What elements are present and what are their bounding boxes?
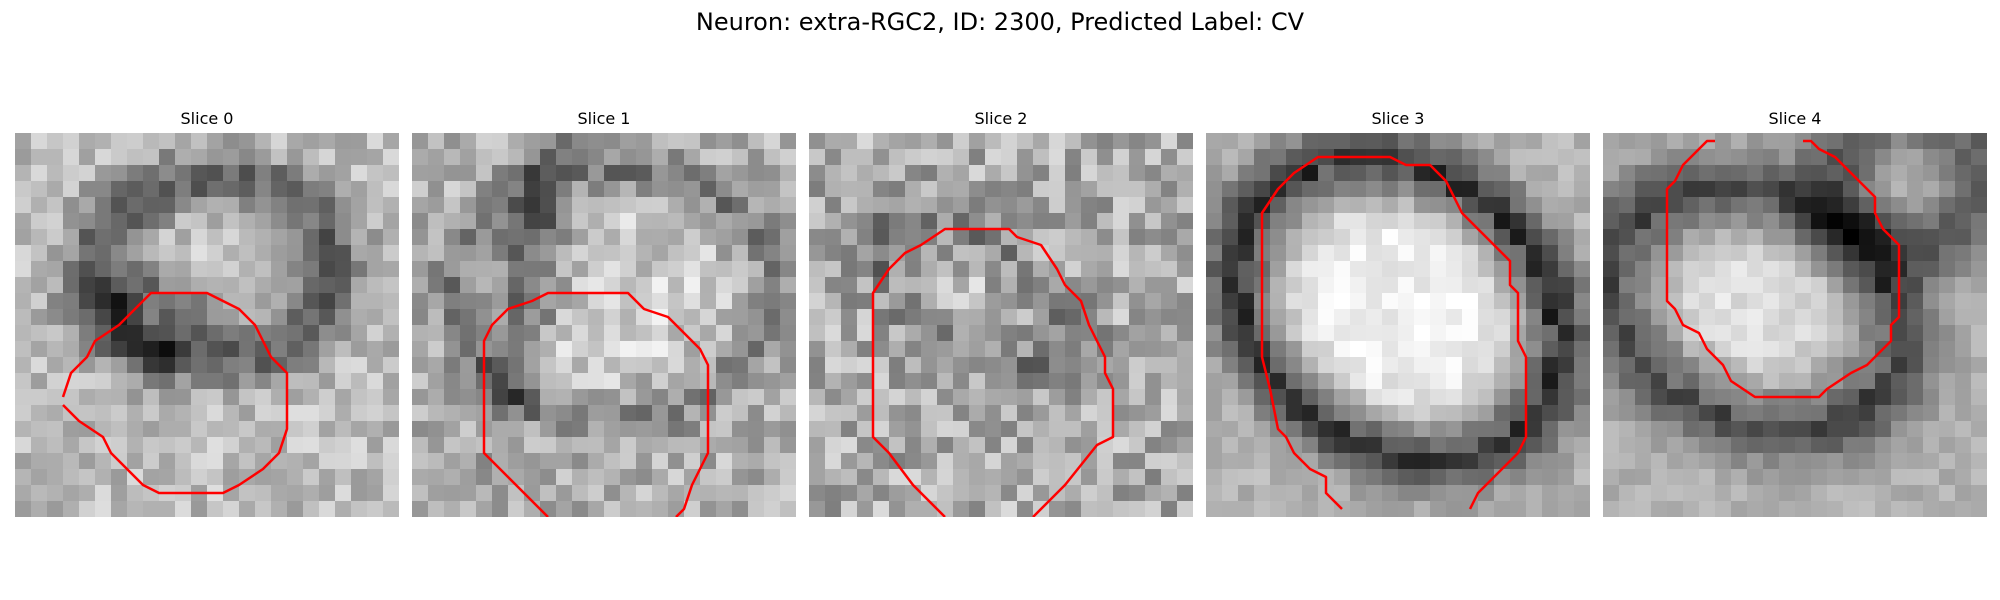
slice-panel-2: Slice 2 — [809, 108, 1193, 517]
slice-panel-3: Slice 3 — [1206, 108, 1590, 517]
mask-outline — [1665, 139, 1901, 399]
slice-image — [412, 133, 796, 517]
slice-panel-0: Slice 0 — [15, 108, 399, 517]
slice-image — [1603, 133, 1987, 517]
slice-image — [1206, 133, 1590, 517]
slice-panel-1: Slice 1 — [412, 108, 796, 517]
slice-image — [15, 133, 399, 517]
slice-panel-4: Slice 4 — [1603, 108, 1987, 517]
figure-title: Neuron: extra-RGC2, ID: 2300, Predicted … — [695, 8, 1305, 36]
mask-outline — [1260, 155, 1528, 510]
slice-title: Slice 3 — [1371, 109, 1425, 128]
mask-outline — [61, 291, 289, 495]
slice-title: Slice 0 — [180, 109, 234, 128]
mask-outline — [482, 291, 710, 517]
slice-title: Slice 4 — [1768, 109, 1822, 128]
slice-title: Slice 1 — [577, 109, 631, 128]
mask-outline — [871, 227, 1115, 517]
slice-title: Slice 2 — [974, 109, 1028, 128]
slice-image — [809, 133, 1193, 517]
